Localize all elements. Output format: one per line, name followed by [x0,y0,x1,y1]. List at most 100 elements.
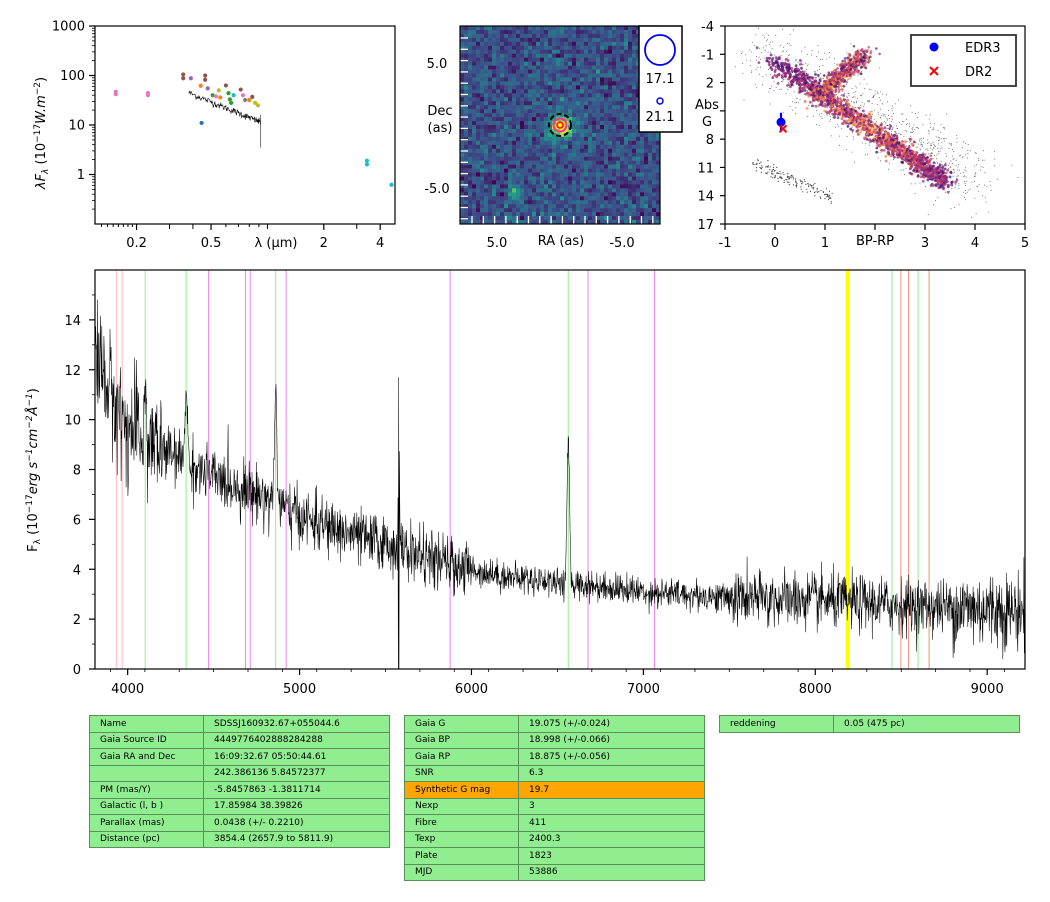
image-pixel [652,176,657,181]
cmd-ms-point [776,64,780,67]
image-pixel [596,172,601,177]
image-pixel [476,184,481,189]
sed-point [216,88,221,93]
image-pixel [472,168,477,173]
image-pixel [496,65,501,70]
image-pixel [628,212,633,217]
image-pixel [516,61,521,66]
image-pixel [592,164,597,169]
image-pixel [496,220,501,224]
image-pixel [588,128,593,134]
image-pixel [560,144,565,150]
cmd-ms-point [852,106,856,110]
cmd-ms-point [806,73,809,77]
image-pixel [528,128,533,134]
image-pixel [524,97,529,102]
image-pixel [584,204,589,209]
image-pixel [596,61,601,66]
cmd-ms-point [940,176,944,180]
cmd-field-point [875,121,877,122]
cmd-field-point [974,181,975,182]
image-pixel [488,164,493,169]
image-pixel [596,125,601,130]
cmd-ms-point [814,104,818,108]
image-pixel [476,26,481,31]
cmd-wd-point [789,176,791,178]
cmd-field-point [801,61,803,63]
cmd-wd-point [828,197,830,199]
image-pixel [520,212,525,217]
image-pixel [544,45,549,51]
image-pixel [508,53,513,58]
cmd-wd-point [787,181,789,183]
image-pixel [484,152,489,157]
image-pixel [556,57,561,62]
cmd-wd-point [786,179,788,181]
image-pixel [544,125,549,130]
image-pixel [548,65,553,70]
image-pixel [524,152,529,157]
image-pixel [476,148,481,154]
image-pixel [632,172,637,177]
image-pixel [528,89,533,94]
image-pixel [604,61,609,66]
image-pixel [644,172,649,177]
image-pixel [572,192,577,197]
image-pixel [508,196,513,201]
image-pixel [596,37,601,43]
image-pixel [536,53,541,58]
image-pixel [536,152,541,157]
image-pixel [564,29,569,35]
cmd-wd-point [830,197,832,199]
cmd-ms-point [799,59,802,62]
image-pixel [620,93,625,98]
image-pixel [468,41,473,47]
image-pixel [524,196,529,201]
image-pixel [592,168,597,173]
cmd-field-point [873,96,875,98]
image-pixel [616,105,621,110]
image-pixel [580,77,585,82]
image-pixel [644,196,649,201]
cmd-field-point [864,154,866,156]
image-pixel [488,85,493,90]
image-pixel [480,140,485,146]
image-pixel [632,57,637,62]
cmd-ms-point [794,64,798,68]
image-pixel [496,144,501,150]
cmd-field-point [855,91,857,93]
image-pixel [652,192,657,197]
image-pixel [492,132,497,138]
image-pixel [636,109,641,114]
image-pixel [480,49,485,55]
image-pixel [508,204,513,209]
image-pixel [620,57,625,62]
image-pixel [628,49,633,55]
image-pixel [588,132,593,138]
image-pixel [512,176,517,181]
image-pixel [628,69,633,74]
image-pixel [532,45,537,51]
image-pixel [604,93,609,98]
cmd-field-point [905,168,907,170]
image-pixel [476,220,481,224]
image-pixel [496,192,501,197]
image-pixel [496,121,501,126]
image-pixel [616,97,621,102]
image-pixel [576,97,581,102]
image-pixel [580,53,585,58]
image-pixel [628,85,633,90]
image-pixel [548,109,553,114]
image-pixel [636,81,641,86]
cmd-field-point [902,113,904,115]
image-pixel [584,172,589,177]
cmd-field-point [990,189,992,191]
image-pixel [576,49,581,55]
image-pixel [608,53,613,58]
cmd-field-point [956,141,958,143]
image-pixel [476,204,481,209]
cmd-wd-point [828,195,830,197]
cmd-ms-point [877,125,881,129]
image-pixel [592,97,597,102]
image-pixel [556,109,561,114]
